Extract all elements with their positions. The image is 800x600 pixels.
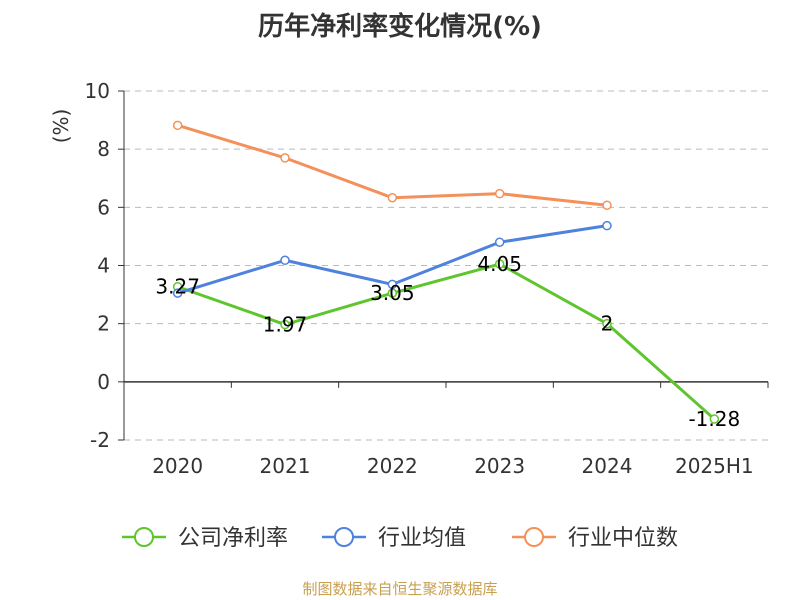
legend: 公司净利率 行业均值 行业中位数 xyxy=(122,526,678,551)
y-tick-label: 0 xyxy=(97,370,110,394)
data-label: 2 xyxy=(601,312,614,336)
x-tick-label: 2022 xyxy=(367,454,418,478)
legend-marker xyxy=(334,527,354,547)
legend-label: 公司净利率 xyxy=(178,526,288,551)
data-label: -1.28 xyxy=(688,407,740,431)
data-label: 3.05 xyxy=(370,281,415,305)
grid-lines xyxy=(124,90,768,441)
data-point xyxy=(172,120,183,131)
y-tick-label: 4 xyxy=(97,254,110,278)
legend-item: 公司净利率 xyxy=(122,526,288,551)
axes: 10 8 6 4 2 0 -2 2020 2021 2022 2023 2024 2025H1 xyxy=(85,79,769,478)
data-point xyxy=(602,318,612,329)
data-point xyxy=(494,259,505,269)
chart-title: 历年净利率变化情况(%) xyxy=(258,12,542,42)
legend-marker xyxy=(134,527,154,547)
data-labels: 3.27 1.97 3.05 4.05 2 -1.28 xyxy=(155,252,740,431)
data-label: 4.05 xyxy=(477,252,522,276)
y-tick-label: 2 xyxy=(97,312,110,336)
legend-marker xyxy=(524,527,544,547)
data-point xyxy=(709,414,720,424)
data-point xyxy=(280,153,290,163)
legend-label: 行业中位数 xyxy=(568,526,678,551)
x-tick-label: 2020 xyxy=(152,454,203,478)
data-point xyxy=(494,188,505,199)
series-line xyxy=(177,262,716,421)
y-axis-label: (%) xyxy=(49,109,73,144)
y-tick-label: 8 xyxy=(97,137,110,161)
data-point xyxy=(494,237,505,247)
legend-label: 行业均值 xyxy=(378,526,466,551)
y-tick-label: 10 xyxy=(85,79,110,103)
data-label: 3.27 xyxy=(155,275,200,299)
series-lines xyxy=(172,120,720,424)
data-point xyxy=(280,255,290,266)
x-tick-label: 2021 xyxy=(260,454,311,478)
data-point xyxy=(387,192,398,203)
data-point xyxy=(602,220,612,231)
data-point xyxy=(387,279,398,290)
legend-item: 行业均值 xyxy=(322,526,466,551)
data-label: 1.97 xyxy=(263,313,308,337)
data-point xyxy=(172,288,183,298)
x-tick-label: 2024 xyxy=(582,454,633,478)
y-tick-label: -2 xyxy=(90,428,110,452)
x-tick-label: 2025H1 xyxy=(675,454,754,478)
legend-item: 行业中位数 xyxy=(512,526,678,551)
x-tick-label: 2023 xyxy=(474,454,525,478)
data-point xyxy=(602,200,612,211)
y-tick-label: 6 xyxy=(97,195,110,219)
data-source-footer: 制图数据来自恒生聚源数据库 xyxy=(302,580,498,598)
data-point xyxy=(280,319,290,330)
